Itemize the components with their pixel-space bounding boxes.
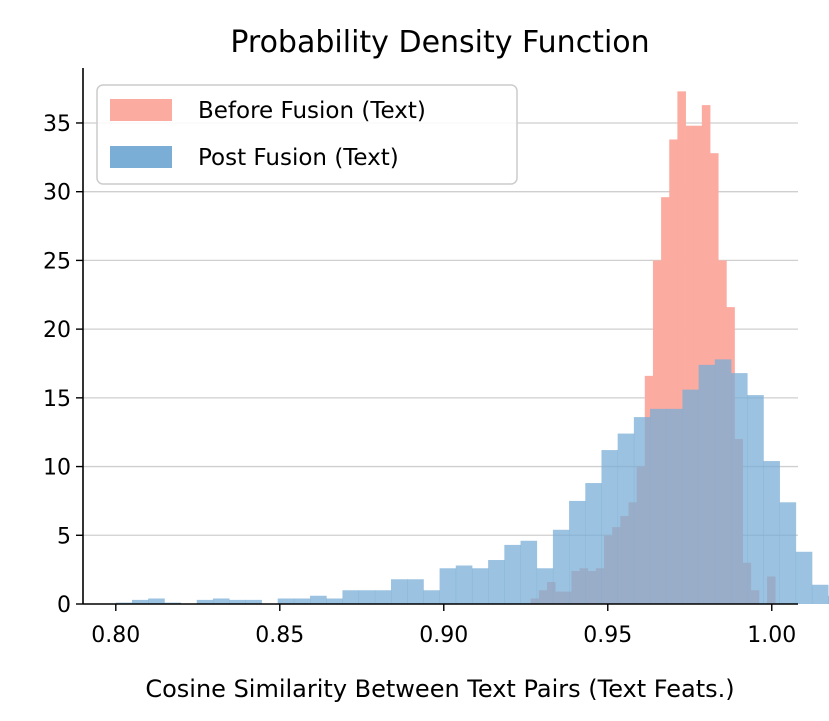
bar-post-fusion-21 — [455, 565, 473, 604]
x-axis-ticks: 0.80 0.85 0.90 0.95 1.00 — [91, 604, 796, 648]
x-tick-label-4: 1.00 — [747, 623, 796, 648]
bar-post-fusion-5 — [196, 599, 214, 604]
bar-post-fusion-28 — [569, 500, 586, 604]
bar-post-fusion-24 — [504, 544, 521, 604]
chart-title: Probability Density Function — [230, 25, 649, 60]
x-tick-label-2: 0.90 — [419, 623, 468, 648]
y-tick-label-1: 5 — [57, 524, 71, 549]
legend-swatch-post-fusion — [110, 146, 172, 168]
bar-post-fusion-22 — [471, 568, 489, 604]
bar-before-fusion-18 — [677, 91, 686, 604]
x-tick-label-0: 0.80 — [91, 623, 140, 648]
bar-post-fusion-36 — [698, 364, 716, 604]
bar-post-fusion-40 — [763, 461, 780, 604]
bar-post-fusion-41 — [779, 502, 797, 604]
y-tick-label-3: 15 — [43, 387, 71, 412]
y-tick-label-0: 0 — [57, 593, 71, 618]
bar-post-fusion-6 — [212, 598, 230, 604]
bar-post-fusion-38 — [730, 373, 748, 604]
x-axis-label: Cosine Similarity Between Text Pairs (Te… — [145, 675, 734, 703]
bar-post-fusion-32 — [633, 417, 651, 604]
bar-before-fusion-19 — [685, 125, 695, 604]
bar-post-fusion-37 — [714, 359, 732, 604]
bar-post-fusion-12 — [310, 595, 327, 604]
legend: Before Fusion (Text) Post Fusion (Text) — [96, 84, 518, 185]
bar-post-fusion-7 — [229, 599, 246, 604]
bar-post-fusion-17 — [391, 579, 408, 604]
bar-post-fusion-25 — [520, 540, 538, 604]
bar-post-fusion-43 — [811, 584, 829, 604]
y-tick-label-5: 25 — [43, 249, 71, 274]
bar-post-fusion-29 — [585, 483, 602, 604]
bar-post-fusion-19 — [423, 590, 440, 604]
bar-before-fusion-16 — [661, 197, 670, 604]
bar-post-fusion-26 — [536, 568, 554, 604]
legend-swatch-before-fusion — [110, 99, 172, 121]
bar-post-fusion-11 — [293, 598, 311, 604]
histogram-bars — [115, 91, 829, 604]
bar-post-fusion-2 — [148, 598, 165, 604]
bar-before-fusion-20 — [693, 125, 703, 604]
bar-post-fusion-18 — [407, 579, 424, 604]
x-tick-label-1: 0.85 — [255, 623, 304, 648]
bar-post-fusion-31 — [617, 433, 635, 604]
bar-post-fusion-16 — [374, 590, 392, 604]
bar-post-fusion-10 — [277, 598, 295, 604]
bar-post-fusion-34 — [666, 408, 683, 604]
x-tick-label-3: 0.95 — [583, 623, 632, 648]
bar-post-fusion-35 — [682, 389, 700, 604]
y-tick-label-7: 35 — [43, 112, 71, 137]
bar-post-fusion-1 — [131, 599, 149, 604]
y-tick-label-4: 20 — [43, 318, 71, 343]
bar-post-fusion-20 — [439, 568, 457, 604]
bar-post-fusion-27 — [552, 529, 570, 604]
bar-post-fusion-14 — [342, 590, 360, 604]
bar-before-fusion-21 — [701, 105, 711, 604]
legend-label-post-fusion: Post Fusion (Text) — [198, 145, 399, 171]
bar-before-fusion-17 — [669, 139, 678, 604]
y-tick-label-6: 30 — [43, 181, 71, 206]
legend-label-before-fusion: Before Fusion (Text) — [198, 98, 426, 124]
bar-post-fusion-15 — [358, 590, 376, 604]
bar-post-fusion-42 — [795, 551, 813, 604]
y-tick-label-2: 10 — [43, 456, 71, 481]
bar-post-fusion-13 — [326, 598, 343, 604]
bar-post-fusion-33 — [650, 408, 667, 604]
bar-post-fusion-39 — [747, 395, 764, 604]
bar-post-fusion-8 — [245, 599, 262, 604]
bar-post-fusion-30 — [601, 450, 619, 604]
legend-frame — [96, 84, 518, 185]
bar-post-fusion-23 — [488, 560, 505, 604]
y-axis-ticks: 0 5 10 15 20 25 30 35 — [43, 112, 83, 618]
